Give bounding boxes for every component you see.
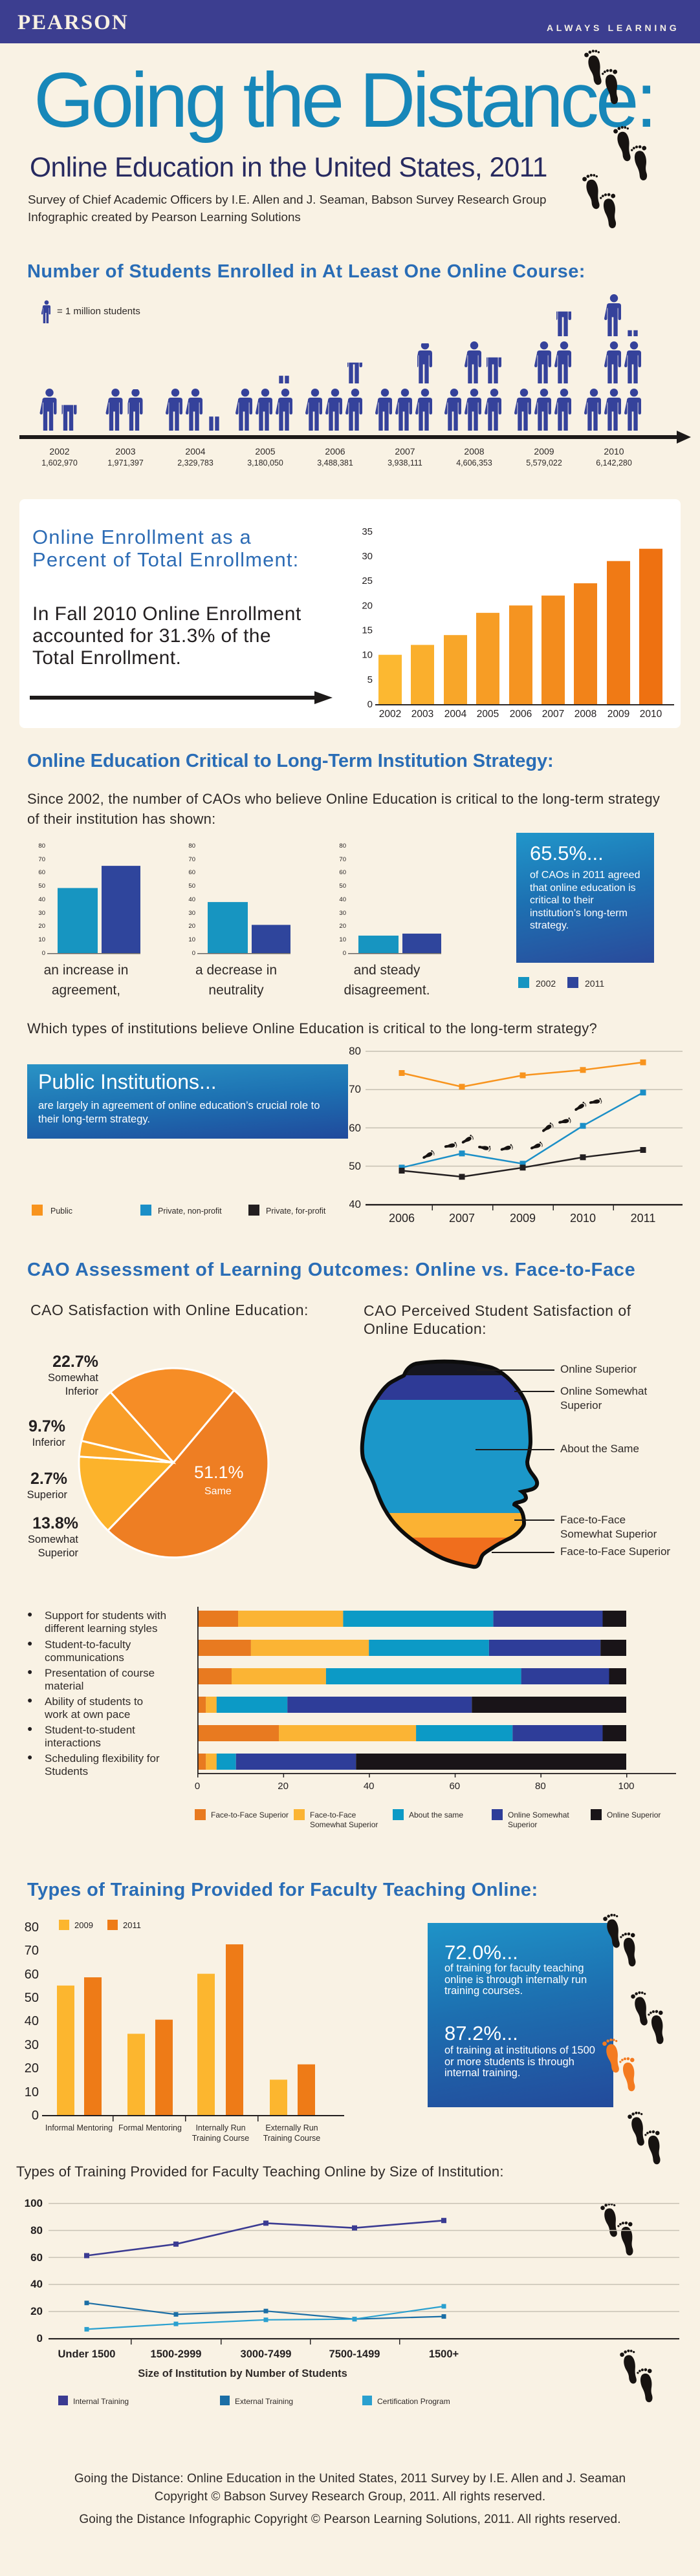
svg-text:80: 80	[25, 1920, 39, 1935]
svg-text:50: 50	[339, 883, 346, 890]
svg-text:20: 20	[30, 2305, 43, 2317]
svg-text:30: 30	[362, 551, 373, 562]
svg-text:20: 20	[278, 1781, 289, 1792]
svg-text:1500-2999: 1500-2999	[151, 2348, 202, 2360]
svg-text:40: 40	[188, 896, 195, 903]
svg-text:30: 30	[339, 910, 346, 917]
svg-text:70: 70	[38, 856, 45, 863]
svg-text:1500+: 1500+	[429, 2348, 459, 2360]
svg-text:80: 80	[535, 1781, 546, 1792]
svg-text:40: 40	[38, 896, 45, 903]
svg-text:40: 40	[339, 896, 346, 903]
svg-text:2008: 2008	[574, 709, 596, 720]
svg-text:0: 0	[195, 1781, 200, 1792]
svg-text:60: 60	[188, 869, 195, 876]
svg-text:80: 80	[30, 2224, 43, 2237]
svg-text:40: 40	[349, 1198, 361, 1210]
svg-text:20: 20	[339, 923, 346, 930]
svg-text:60: 60	[38, 869, 45, 876]
svg-text:40: 40	[364, 1781, 375, 1792]
svg-text:10: 10	[362, 650, 373, 661]
svg-text:60: 60	[25, 1968, 39, 1982]
svg-text:80: 80	[38, 843, 45, 850]
svg-text:30: 30	[188, 910, 195, 917]
svg-text:80: 80	[339, 843, 346, 850]
svg-text:40: 40	[25, 2014, 39, 2028]
svg-text:20: 20	[25, 2061, 39, 2076]
svg-text:2007: 2007	[542, 709, 564, 720]
svg-text:20: 20	[38, 923, 45, 930]
svg-text:40: 40	[30, 2278, 43, 2290]
svg-text:20: 20	[362, 600, 373, 611]
svg-text:2002: 2002	[379, 709, 401, 720]
svg-text:2010: 2010	[640, 709, 662, 720]
svg-text:0: 0	[367, 699, 373, 710]
svg-text:30: 30	[38, 910, 45, 917]
svg-text:0: 0	[37, 2332, 43, 2345]
svg-text:60: 60	[349, 1122, 361, 1134]
svg-text:70: 70	[339, 856, 346, 863]
svg-text:30: 30	[25, 2038, 39, 2052]
svg-text:2011: 2011	[123, 1920, 141, 1930]
svg-text:50: 50	[25, 1991, 39, 2005]
svg-text:15: 15	[362, 625, 373, 636]
svg-text:7500-1499: 7500-1499	[329, 2348, 380, 2360]
svg-text:70: 70	[349, 1083, 361, 1095]
svg-text:60: 60	[30, 2251, 43, 2264]
svg-text:5: 5	[367, 674, 373, 685]
svg-text:70: 70	[188, 856, 195, 863]
svg-text:0: 0	[192, 950, 195, 957]
svg-text:25: 25	[362, 575, 373, 586]
svg-text:50: 50	[188, 883, 195, 890]
svg-text:2006: 2006	[389, 1212, 415, 1225]
svg-text:Under 1500: Under 1500	[58, 2348, 116, 2360]
svg-text:2005: 2005	[477, 709, 499, 720]
svg-text:0: 0	[42, 950, 45, 957]
svg-text:2009: 2009	[74, 1920, 93, 1930]
svg-text:10: 10	[25, 2085, 39, 2099]
svg-text:60: 60	[339, 869, 346, 876]
svg-text:60: 60	[449, 1781, 460, 1792]
svg-text:2010: 2010	[570, 1212, 596, 1225]
svg-text:2011: 2011	[631, 1212, 656, 1225]
svg-text:2004: 2004	[444, 709, 467, 720]
svg-text:50: 50	[38, 883, 45, 890]
svg-text:35: 35	[362, 526, 373, 537]
svg-text:20: 20	[188, 923, 195, 930]
svg-text:10: 10	[38, 936, 45, 943]
svg-text:2003: 2003	[411, 709, 433, 720]
svg-text:2009: 2009	[510, 1212, 536, 1225]
svg-text:3000-7499: 3000-7499	[241, 2348, 292, 2360]
svg-text:0: 0	[343, 950, 346, 957]
svg-text:2007: 2007	[449, 1212, 475, 1225]
svg-text:80: 80	[349, 1045, 361, 1057]
svg-text:80: 80	[188, 843, 195, 850]
svg-text:50: 50	[349, 1160, 361, 1172]
svg-text:2006: 2006	[510, 709, 532, 720]
svg-text:100: 100	[618, 1781, 634, 1792]
svg-text:10: 10	[339, 936, 346, 943]
svg-text:2009: 2009	[607, 709, 629, 720]
svg-text:70: 70	[25, 1944, 39, 1958]
svg-text:10: 10	[188, 936, 195, 943]
svg-text:100: 100	[25, 2197, 43, 2209]
svg-text:0: 0	[32, 2109, 39, 2123]
